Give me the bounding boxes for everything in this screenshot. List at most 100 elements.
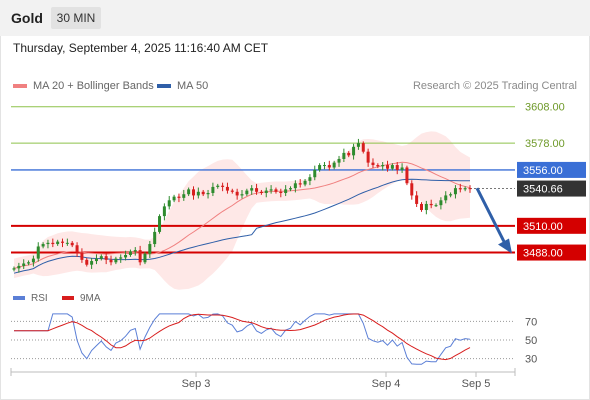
candle-body: [128, 251, 132, 255]
candle-body: [313, 169, 317, 178]
candle-body: [303, 180, 307, 185]
candle-body: [31, 258, 35, 263]
candle-body: [187, 189, 191, 195]
candle-body: [196, 191, 200, 196]
resistance-label: 3578.00: [525, 138, 565, 150]
candle-body: [376, 165, 380, 167]
candle-body: [332, 162, 336, 168]
candle-body: [94, 258, 98, 262]
candle-body: [17, 265, 21, 269]
candle-body: [211, 186, 215, 194]
candle-body: [90, 261, 94, 265]
time-tick-label: Sep 3: [182, 378, 211, 390]
candle-body: [148, 244, 152, 254]
candle-body: [46, 242, 50, 245]
candle-body: [70, 242, 74, 246]
candle-body: [337, 158, 341, 163]
candle-body: [342, 152, 346, 159]
candle-body: [289, 188, 293, 190]
candle-body: [114, 258, 118, 263]
candle-body: [259, 191, 263, 194]
ma9-label: 9MA: [80, 293, 101, 304]
candle-body: [371, 162, 375, 166]
candle-body: [206, 193, 210, 195]
candle-body: [167, 200, 171, 207]
candle-body: [279, 191, 283, 194]
rsi-label: RSI: [31, 293, 48, 304]
candle-body: [395, 165, 399, 170]
candle-body: [12, 268, 16, 270]
candle-body: [284, 189, 288, 194]
ma20-line: [13, 161, 471, 269]
candle-body: [444, 195, 448, 201]
timeframe-button[interactable]: 30 MIN: [51, 7, 101, 29]
candle-body: [390, 165, 394, 169]
legend-rsi: RSI: [13, 293, 48, 304]
candle-body: [230, 190, 234, 192]
candle-body: [449, 194, 453, 196]
candle-body: [250, 188, 254, 191]
candle-body: [463, 188, 467, 190]
candle-body: [255, 188, 259, 192]
candle-body: [327, 165, 331, 168]
candle-body: [153, 231, 157, 245]
legend-ma20: MA 20 + Bollinger Bands: [13, 80, 154, 92]
timestamp-text: Thursday, September 4, 2025 11:16:40 AM …: [13, 41, 269, 55]
candle-body: [138, 250, 142, 263]
candle-body: [274, 189, 278, 192]
resistance-label: 3608.00: [525, 102, 565, 114]
candle-body: [109, 259, 113, 263]
candle-body: [356, 143, 360, 147]
rsi-tick-label: 70: [525, 316, 537, 328]
instrument-title: Gold: [11, 10, 43, 26]
candle-body: [439, 200, 443, 206]
candle-body: [104, 256, 108, 260]
candle-body: [65, 242, 69, 244]
ma9-swatch: [62, 296, 74, 301]
candle-body: [293, 183, 297, 189]
candle-body: [269, 189, 273, 191]
candle-body: [366, 151, 370, 163]
candle-body: [51, 242, 55, 245]
candle-body: [453, 188, 457, 195]
candle-body: [419, 203, 423, 211]
rsi-tick-label: 50: [525, 335, 537, 347]
candle-body: [124, 254, 128, 258]
pivot-label: 3556.00: [523, 165, 563, 177]
candle-body: [221, 185, 225, 187]
legend-9ma: 9MA: [62, 293, 101, 304]
rsi-tick-label: 30: [525, 354, 537, 366]
ma20-swatch: [13, 84, 27, 89]
forecast-arrow-head: [498, 238, 512, 254]
ma50-label: MA 50: [177, 80, 209, 92]
ma50-swatch: [157, 84, 171, 89]
candle-body: [308, 177, 312, 181]
candle-body: [85, 259, 89, 265]
candle-body: [410, 183, 414, 196]
candle-body: [216, 185, 220, 187]
candle-body: [177, 196, 181, 198]
last-price-tag: [517, 180, 586, 197]
candle-body: [405, 167, 409, 184]
ma20-label: MA 20 + Bollinger Bands: [33, 80, 154, 92]
candle-body: [61, 241, 65, 243]
candle-body: [191, 189, 195, 196]
support-label: 3510.00: [523, 221, 563, 233]
candle-body: [172, 196, 176, 201]
candle-body: [80, 252, 84, 260]
candle-body: [41, 244, 45, 247]
candle-body: [201, 191, 205, 195]
candle-body: [225, 186, 229, 191]
candle-body: [27, 262, 31, 264]
candle-body: [143, 253, 147, 263]
support-tag: [517, 244, 586, 261]
time-tick-label: Sep 5: [462, 378, 491, 390]
support-label: 3488.00: [523, 248, 563, 260]
pivot-tag: [517, 161, 586, 178]
candle-body: [75, 245, 79, 253]
last-price-label: 3540.66: [523, 184, 563, 196]
candle-body: [429, 203, 433, 206]
candle-body: [158, 216, 162, 232]
header-bar: Gold 30 MIN: [0, 0, 590, 36]
